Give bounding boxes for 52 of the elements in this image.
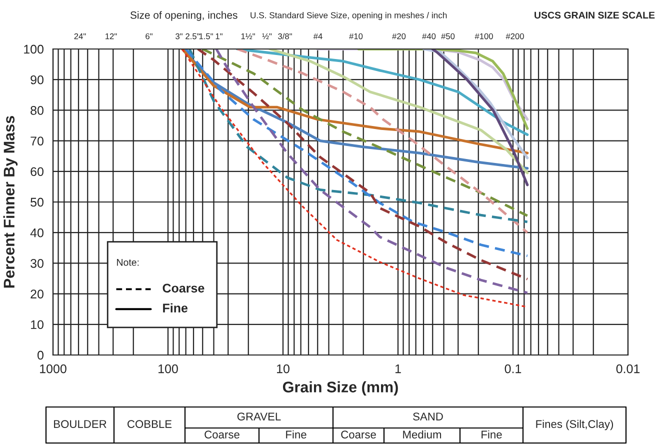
text: ½" <box>262 33 272 40</box>
y-tick-label: 50 <box>30 198 44 207</box>
y-tick-label: 0 <box>38 350 44 360</box>
y-tick-label: 70 <box>30 136 44 146</box>
text: #50 <box>441 33 455 40</box>
text: Fine <box>286 430 306 438</box>
x-tick-label: 1000 <box>40 364 66 374</box>
text: #20 <box>392 33 406 40</box>
text: 1½" <box>241 33 255 40</box>
text: #10 <box>349 33 363 40</box>
text: USCS GRAIN SIZE SCALE <box>534 12 655 19</box>
text: 3" <box>176 33 182 40</box>
text: 2.5" <box>186 33 200 40</box>
y-tick-label: 30 <box>30 259 44 268</box>
x-tick-label: 100 <box>158 364 178 374</box>
text: 3/8" <box>278 33 292 40</box>
text: Coarse <box>341 430 376 438</box>
text: #4 <box>313 33 322 40</box>
text: 1" <box>216 33 222 40</box>
y-axis-title: Percent Finner By Mass <box>3 116 18 288</box>
annotation: Note: <box>117 259 139 266</box>
text: Fines (Silt,Clay) <box>536 420 614 430</box>
y-tick-label: 20 <box>30 290 44 298</box>
text: COBBLE <box>128 420 172 428</box>
y-tick-label: 10 <box>31 320 44 330</box>
x-tick-label: 1 <box>395 364 401 374</box>
text: 1.5" <box>199 33 213 40</box>
text: Coarse <box>204 430 240 438</box>
text: #100 <box>474 33 493 40</box>
y-tick-label: 60 <box>30 167 44 176</box>
text: BOULDER <box>54 420 106 428</box>
text: 6" <box>146 33 152 40</box>
annotation: Coarse <box>162 284 204 293</box>
text: Fine <box>482 430 502 438</box>
annotation: Fine <box>163 303 188 312</box>
text: 24" <box>74 33 86 40</box>
x-tick-label: 0.01 <box>616 364 640 374</box>
y-tick-label: 100 <box>24 44 44 54</box>
y-tick-label: 90 <box>30 75 44 84</box>
text: #200 <box>506 33 524 40</box>
text: Medium <box>403 430 442 438</box>
x-tick-label: 0.1 <box>504 364 522 374</box>
text: U.S. Standard Sieve Size, opening in meshes / inch <box>250 12 447 20</box>
x-axis-title: Grain Size (mm) <box>282 381 398 396</box>
text: GRAVEL <box>237 412 281 420</box>
text: Size of opening, inches <box>130 11 238 21</box>
text: #40 <box>422 33 436 40</box>
x-tick-label: 10 <box>277 364 290 374</box>
y-tick-label: 40 <box>30 228 44 238</box>
text: SAND <box>413 412 443 420</box>
y-tick-label: 80 <box>30 106 44 115</box>
text: 12" <box>106 33 117 40</box>
